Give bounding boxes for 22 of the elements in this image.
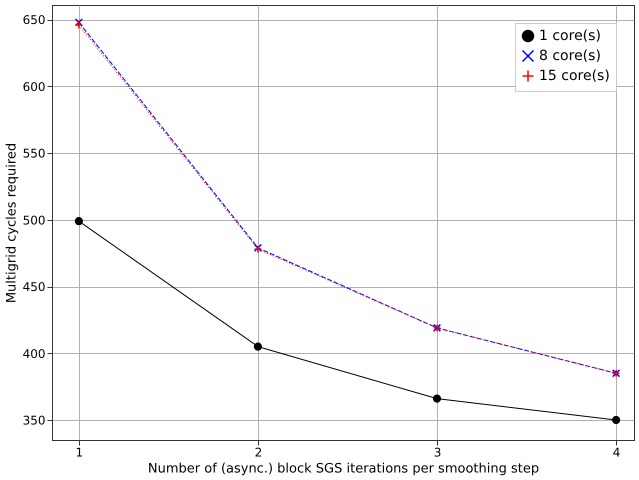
point [254,342,262,351]
y-tick-label: 600 [22,80,46,94]
legend-label: 15 core(s) [539,68,610,84]
x-tick-label: 2 [254,446,262,460]
x-axis-title: Number of (async.) block SGS iterations per smoothing step [148,462,540,476]
legend-label: 8 core(s) [539,48,601,64]
y-tick-label: 650 [22,13,46,28]
x-tick-label: 3 [434,446,442,460]
x-tick-label: 4 [612,446,620,460]
point [612,416,620,424]
point [432,394,442,403]
point [74,18,83,26]
y-tick-label: 400 [22,346,46,361]
y-tick-label: 500 [22,213,46,228]
point [74,20,83,30]
y-tick-label: 350 [22,413,46,428]
y-tick-label: 450 [22,280,46,294]
x-tick-label: 1 [76,446,84,460]
point [74,217,83,226]
y-tick-label: 550 [22,146,46,161]
y-axis-title: Multigrid cycles required [4,142,20,304]
legend-label: 1 core(s) [539,28,601,44]
